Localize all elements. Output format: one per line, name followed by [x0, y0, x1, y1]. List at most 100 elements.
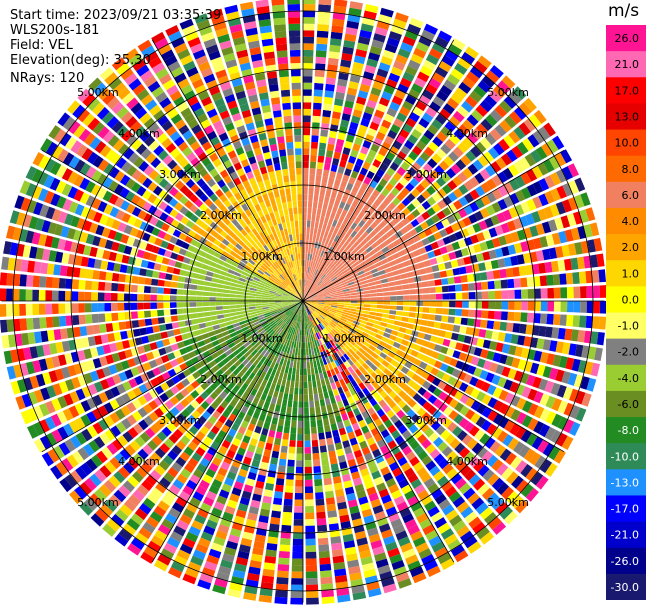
ppi-cell: [320, 284, 327, 289]
ppi-cell: [368, 52, 381, 62]
ppi-cell: [371, 470, 382, 480]
ppi-cell: [458, 482, 472, 495]
ppi-cell: [121, 92, 135, 105]
ppi-cell: [500, 311, 508, 321]
ppi-cell: [446, 269, 454, 277]
ppi-cell: [39, 204, 50, 218]
ppi-cell: [240, 228, 248, 237]
ppi-cell: [74, 486, 88, 500]
ppi-cell: [177, 372, 186, 381]
ppi-cell: [322, 308, 330, 313]
ppi-cell: [111, 120, 124, 133]
ppi-cell: [62, 152, 75, 166]
ppi-cell: [439, 246, 448, 255]
ppi-cell: [273, 355, 279, 363]
ppi-cell: [230, 345, 238, 353]
ppi-cell: [211, 457, 222, 467]
ppi-cell: [304, 401, 309, 408]
ppi-cell: [27, 332, 36, 345]
ppi-cell: [210, 282, 218, 288]
ppi-cell: [382, 197, 391, 207]
ppi-cell: [349, 191, 357, 200]
ppi-cell: [336, 288, 343, 292]
ppi-cell: [512, 323, 521, 333]
ppi-cell: [189, 337, 198, 344]
ppi-cell: [421, 412, 432, 422]
ppi-cell: [208, 360, 217, 368]
ppi-cell: [304, 272, 306, 280]
ppi-cell: [248, 295, 256, 299]
ppi-cell: [239, 335, 247, 342]
ppi-cell: [191, 318, 199, 325]
ppi-cell: [543, 206, 554, 219]
ppi-cell: [527, 134, 540, 148]
ppi-cell: [324, 424, 331, 433]
ppi-cell: [240, 247, 248, 255]
ppi-cell: [363, 253, 371, 260]
ppi-cell: [475, 301, 482, 309]
ppi-cell: [570, 329, 579, 342]
ppi-cell: [268, 304, 276, 307]
ppi-cell: [459, 382, 469, 393]
ppi-cell: [285, 310, 292, 315]
ppi-cell: [299, 381, 303, 389]
ppi-cell: [3, 241, 12, 255]
ppi-cell: [343, 293, 351, 297]
ppi-cell: [72, 315, 80, 326]
ppi-cell: [143, 302, 151, 310]
ppi-cell: [322, 109, 332, 118]
ppi-cell: [378, 97, 390, 107]
ppi-cell: [204, 276, 213, 282]
ppi-cell: [232, 384, 241, 393]
ppi-cell: [345, 134, 355, 143]
ppi-cell: [323, 319, 329, 326]
ppi-cell: [307, 253, 310, 261]
ppi-cell: [201, 333, 210, 340]
ppi-cell: [271, 255, 277, 263]
ppi-cell: [147, 334, 156, 343]
ppi-cell: [580, 376, 590, 390]
ppi-cell: [257, 399, 265, 407]
ppi-cell: [383, 216, 392, 225]
ppi-cell: [450, 222, 460, 232]
ppi-cell: [52, 277, 60, 289]
ppi-cell: [339, 223, 346, 231]
ppi-cell: [392, 18, 407, 29]
ppi-cell: [274, 404, 281, 412]
ppi-cell: [296, 328, 299, 336]
ppi-cell: [525, 324, 534, 335]
ppi-cell: [369, 264, 377, 271]
ppi-cell: [340, 370, 347, 379]
ppi-cell: [376, 20, 390, 31]
ppi-cell: [444, 533, 458, 546]
ppi-cell: [317, 24, 330, 32]
ppi-cell: [102, 523, 117, 537]
ppi-cell: [249, 290, 256, 294]
ppi-cell: [322, 358, 328, 365]
ppi-cell: [204, 207, 213, 217]
ppi-cell: [205, 355, 214, 363]
ppi-cell: [148, 140, 160, 152]
ppi-cell: [304, 294, 309, 300]
ppi-cell: [431, 153, 442, 164]
ppi-cell: [294, 493, 303, 500]
ppi-cell: [303, 82, 313, 90]
ppi-cell: [372, 546, 385, 556]
ppi-cell: [328, 516, 339, 525]
ppi-cell: [339, 378, 346, 387]
ppi-cell: [326, 270, 332, 277]
ppi-cell: [249, 238, 256, 246]
ppi-cell: [97, 405, 109, 417]
ppi-cell: [370, 539, 383, 550]
ppi-cell: [256, 310, 264, 314]
ppi-cell: [526, 433, 538, 447]
ppi-cell: [271, 340, 277, 347]
ppi-cell: [236, 284, 244, 289]
ppi-cell: [457, 124, 470, 136]
ppi-cell: [191, 410, 201, 420]
ppi-cell: [539, 393, 550, 406]
ppi-cell: [472, 521, 486, 535]
ppi-cell: [308, 394, 314, 402]
ppi-cell: [240, 537, 253, 547]
ppi-cell: [300, 309, 303, 316]
